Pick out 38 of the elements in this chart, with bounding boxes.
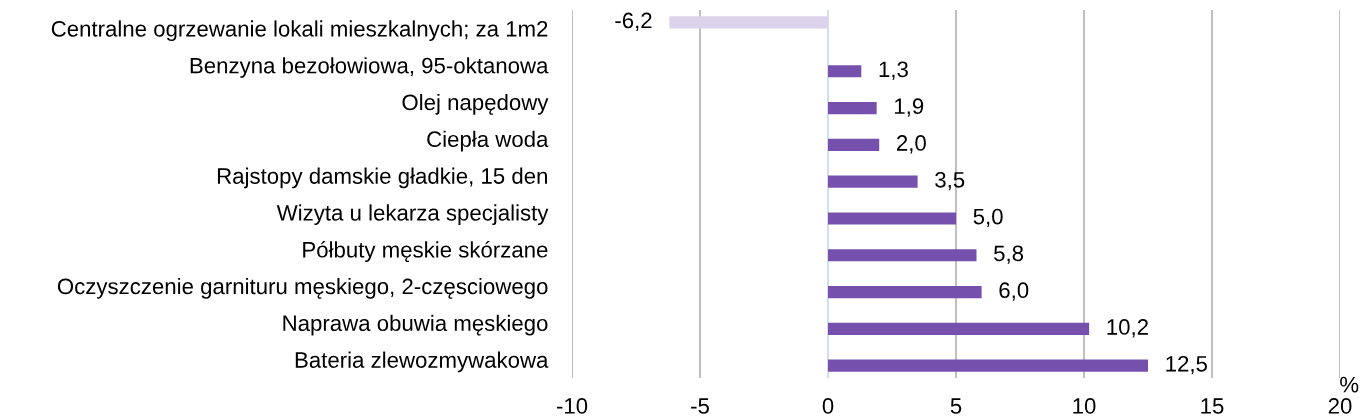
data-label: 1,9 xyxy=(895,98,924,117)
x-tick-label: 0 xyxy=(822,398,834,414)
y-tick-label: Naprawa obuwia męskiego xyxy=(283,314,548,336)
y-tick-label: Centralne ogrzewanie lokali mieszkalnych; za 1m2 xyxy=(51,20,548,42)
bar xyxy=(828,138,880,151)
x-tick-label: 5 xyxy=(950,398,962,414)
bar xyxy=(828,175,918,188)
y-tick-label: Rajstopy damskie gładkie, 15 den xyxy=(217,167,547,189)
bar xyxy=(828,286,982,299)
x-tick-label: 20 xyxy=(1328,398,1352,414)
y-tick-label: Wizyta u lekarza specjalisty xyxy=(276,204,549,226)
y-tick-label: Olej napędowy xyxy=(402,93,549,115)
x-tick-label: -5 xyxy=(691,398,709,414)
y-tick-label: Oczyszczenie garnituru męskiego, 2-częsciowego xyxy=(57,277,548,299)
x-tick-label: 15 xyxy=(1201,398,1224,414)
bar xyxy=(828,102,877,115)
data-label: 5,8 xyxy=(994,245,1024,264)
data-label: 12,5 xyxy=(1166,355,1207,375)
bar xyxy=(828,322,1090,335)
x-tick-label: -10 xyxy=(556,398,588,414)
y-tick-label: Benzyna bezołowiowa, 95-oktanowa xyxy=(190,57,549,78)
bar xyxy=(828,65,862,78)
bar xyxy=(828,212,957,225)
data-label: 10,2 xyxy=(1107,319,1148,338)
x-tick-label: 10 xyxy=(1073,398,1096,414)
data-label: 5,0 xyxy=(973,208,1003,228)
y-tick-label: Półbuty męskie skórzane xyxy=(303,241,548,263)
data-label: 1,3 xyxy=(879,61,908,80)
y-tick-label: Bateria zlewozmywakowa xyxy=(295,351,549,373)
y-tick-label: Ciepła woda xyxy=(427,130,549,152)
x-axis-title: % xyxy=(1340,376,1359,393)
data-label: 2,0 xyxy=(897,135,926,154)
data-label: 6,0 xyxy=(999,282,1029,301)
data-label: -6,2 xyxy=(615,12,652,31)
bar xyxy=(828,359,1149,372)
bar xyxy=(828,249,977,262)
bar xyxy=(669,16,829,29)
data-label: 3,5 xyxy=(935,171,965,191)
